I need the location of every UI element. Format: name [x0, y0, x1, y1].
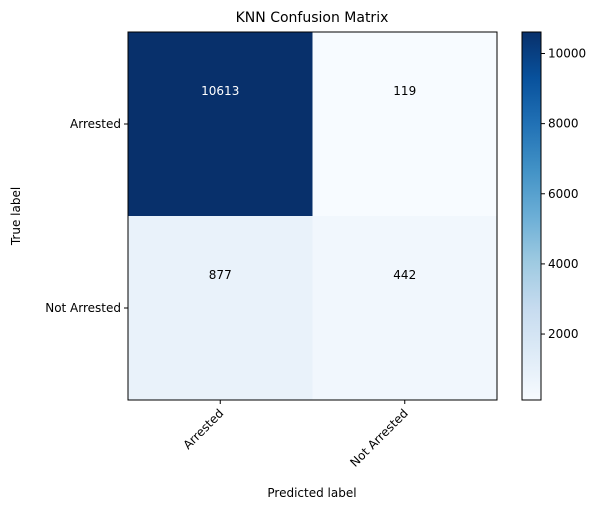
- cell-value-label: 119: [393, 84, 416, 98]
- x-tick-label: Arrested: [180, 406, 226, 452]
- colorbar-tick-label: 6000: [548, 187, 579, 201]
- heatmap-cells: [128, 32, 498, 401]
- y-tick-label: Arrested: [70, 117, 121, 131]
- colorbar-tick-label: 4000: [548, 257, 579, 271]
- x-tick-label: Not Arrested: [347, 406, 410, 469]
- colorbar-tick-label: 8000: [548, 117, 579, 131]
- heatmap-cell: [312, 32, 498, 217]
- heatmap-cell: [128, 32, 313, 217]
- y-axis-label: True label: [9, 187, 23, 246]
- heatmap-cell-labels: 10613 119 877 442: [201, 84, 416, 282]
- colorbar-tick-label: 2000: [548, 327, 579, 341]
- heatmap-cell: [312, 216, 498, 401]
- x-axis-ticks: Arrested Not Arrested: [180, 400, 411, 470]
- x-axis-label: Predicted label: [267, 486, 356, 500]
- cell-value-label: 10613: [201, 84, 239, 98]
- plot-frame: [127, 31, 498, 401]
- heatmap-cell: [128, 216, 313, 401]
- colorbar-tick-label: 10000: [548, 46, 586, 60]
- y-axis-ticks: Arrested Not Arrested: [45, 117, 128, 315]
- colorbar: [521, 31, 542, 401]
- chart-title: KNN Confusion Matrix: [236, 10, 389, 26]
- cell-value-label: 877: [209, 268, 232, 282]
- cell-value-label: 442: [393, 268, 416, 282]
- colorbar-ticks: 2000 4000 6000 8000 10000: [541, 46, 586, 341]
- y-tick-label: Not Arrested: [45, 301, 121, 315]
